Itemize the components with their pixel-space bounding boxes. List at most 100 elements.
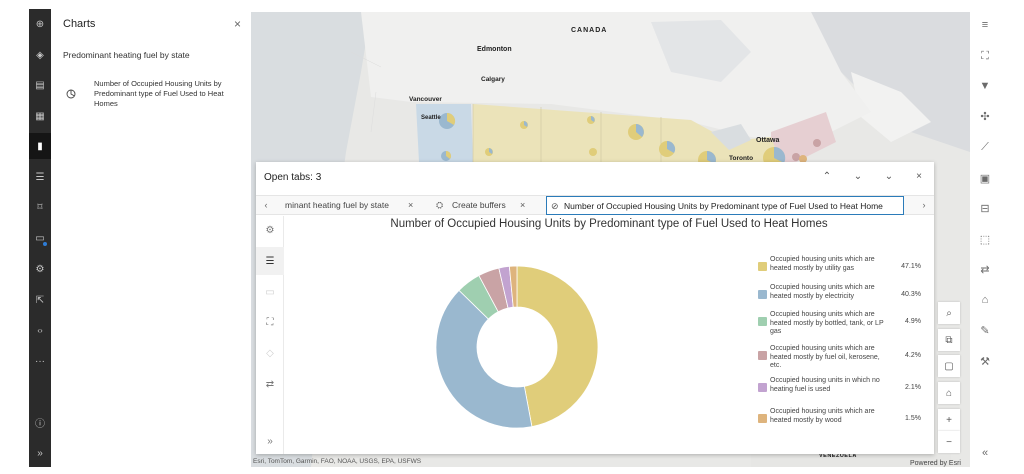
filter-sliders-icon[interactable]: ≡ (981, 19, 989, 31)
swipe-icon[interactable]: ⇄ (980, 263, 990, 276)
left-toolbar: ⊕ ◈ ▤ ▦ ▮ ☰ ⌑ ▭ ⚙ ⇱ ‹› ··· ⓘ » (29, 9, 51, 467)
tab-create-buffers[interactable]: Create buffers (452, 200, 506, 210)
zoom-out-icon[interactable]: − (938, 431, 960, 453)
legend-label: Occupied housing units which are heated … (770, 345, 880, 369)
map-area-icon[interactable]: ⛶ (981, 49, 989, 62)
tab-bar: ‹ minant heating fuel by state × ⛭ Creat… (256, 195, 934, 215)
right-toolbar: ≡ ⛶ ▼ ✣ ⟋ ▣ ⊟ ⬚ ⇄ ⌂ ✎ ⚒ « (970, 9, 1000, 467)
expand-toolbar-icon[interactable]: » (267, 435, 273, 447)
tab-heating-fuel[interactable]: minant heating fuel by state (285, 200, 389, 210)
legend-swatch (758, 414, 767, 423)
building-icon[interactable]: ⌂ (981, 294, 989, 306)
map-attribution[interactable]: Esri, TomTom, Garmin, FAO, NOAA, USGS, E… (253, 458, 422, 465)
fullscreen-icon[interactable]: ▢ (938, 355, 960, 377)
chevron-up-icon[interactable]: ⌃ (822, 171, 832, 182)
legend-label: Occupied housing units in which no heati… (770, 377, 880, 393)
settings-icon[interactable]: ⚙ (35, 263, 45, 275)
tab-close-icon[interactable]: × (408, 200, 414, 210)
route-icon[interactable]: ⟋ (981, 140, 989, 153)
panel-title: Charts (63, 18, 96, 30)
chevron-left-icon[interactable]: ‹ (264, 200, 268, 210)
legend-value: 40.3% (901, 291, 921, 298)
bookmark-icon[interactable]: ⌑ (37, 201, 43, 213)
switch-selection-icon[interactable]: ⇄ (265, 378, 275, 390)
sketch-icon[interactable]: ▣ (979, 172, 991, 185)
add-icon[interactable]: ⊕ (35, 18, 45, 30)
open-tabs-label: Open tabs: 3 (264, 172, 322, 183)
tab-label: Number of Occupied Housing Units by Pred… (564, 201, 883, 211)
chart-icon (66, 89, 76, 99)
chevron-down-icon[interactable]: ⌄ (884, 171, 894, 182)
home-icon[interactable]: ⌂ (938, 382, 960, 404)
map-label: Toronto (729, 155, 754, 162)
selection-icon: ▭ (265, 286, 275, 298)
print-icon[interactable]: ▭ (29, 225, 51, 251)
map-label: CANADA (571, 27, 608, 34)
panel-body (56, 118, 251, 467)
legend-swatch (758, 351, 767, 360)
legend-label: Occupied housing units which are heated … (770, 311, 884, 335)
legend-value: 4.9% (905, 318, 921, 325)
notification-dot (43, 242, 47, 246)
donut-slice[interactable] (516, 265, 599, 428)
tools-icon[interactable]: ⚒ (980, 355, 990, 368)
chart-list-item[interactable]: Number of Occupied Housing Units by Pred… (56, 72, 251, 118)
chart-icon: ⊘ (551, 201, 559, 211)
charts-panel: Charts × Predominant heating fuel by sta… (56, 12, 251, 118)
zoom-in-icon[interactable]: + (938, 409, 960, 431)
legend-value: 47.1% (901, 263, 921, 270)
collapse-icon[interactable]: « (981, 447, 989, 459)
map-label: Edmonton (477, 46, 512, 53)
share-icon[interactable]: ⇱ (35, 294, 45, 306)
info-icon[interactable]: ⓘ (35, 418, 45, 430)
legend-swatch (758, 290, 767, 299)
layer-list-icon[interactable]: ⧉ (938, 329, 960, 351)
double-chevron-down-icon[interactable]: ⌄ (853, 171, 863, 182)
search-icon[interactable]: ⌕ (938, 302, 960, 324)
donut-slice[interactable] (508, 265, 518, 308)
elevation-icon[interactable]: ⊟ (980, 202, 990, 215)
chevron-right-icon[interactable]: › (922, 200, 926, 210)
expand-icon[interactable]: » (37, 447, 43, 459)
powered-by-esri[interactable]: Powered by Esri (910, 460, 961, 467)
legend-swatch (758, 262, 767, 271)
basemap-icon[interactable]: ▦ (35, 110, 45, 122)
zoom-extent-icon[interactable]: ⛶ (266, 316, 274, 328)
clear-selection-icon: ◇ (266, 347, 274, 359)
close-icon[interactable]: × (916, 171, 922, 182)
chart-item-label: Number of Occupied Housing Units by Pred… (94, 79, 224, 108)
print-glyph: ▭ (35, 232, 45, 244)
more-icon[interactable]: ··· (35, 355, 45, 367)
tab-close-icon[interactable]: × (520, 200, 526, 210)
charts-icon[interactable]: ▮ (29, 133, 51, 159)
buffer-icon: ⛭ (436, 200, 444, 210)
legend-label: Occupied housing units which are heated … (770, 284, 875, 300)
table-icon[interactable]: ▤ (35, 79, 45, 91)
settings-icon[interactable]: ⚙ (265, 224, 275, 236)
legend-swatch (758, 383, 767, 392)
edit-icon[interactable]: ✎ (980, 324, 990, 337)
legend-label: Occupied housing units which are heated … (770, 408, 875, 424)
legend-icon[interactable]: ☰ (35, 171, 45, 183)
layers-icon[interactable]: ◈ (36, 49, 44, 61)
map-label: Ottawa (756, 137, 780, 144)
filter-icon[interactable]: ▼ (979, 80, 991, 92)
analysis-icon[interactable]: ✣ (980, 110, 990, 123)
donut-chart[interactable] (432, 262, 602, 432)
donut-slice[interactable] (435, 289, 533, 429)
measure-icon[interactable]: ⬚ (979, 233, 991, 246)
legend-label: Occupied housing units which are heated … (770, 256, 875, 272)
map-label: Vancouver (409, 96, 442, 103)
close-icon[interactable]: × (233, 17, 241, 31)
embed-icon[interactable]: ‹› (37, 325, 43, 335)
chart-window: Open tabs: 3 ⌃ ⌄ ⌄ × ‹ minant heating fu… (256, 162, 934, 454)
legend-swatch (758, 317, 767, 326)
tab-occupied-housing[interactable]: ⊘ Number of Occupied Housing Units by Pr… (546, 196, 904, 215)
map-label: Calgary (481, 76, 505, 83)
chart-title: Number of Occupied Housing Units by Pred… (390, 218, 828, 230)
legend-value: 1.5% (905, 415, 921, 422)
legend-value: 2.1% (905, 384, 921, 391)
chart-group-label: Predominant heating fuel by state (63, 50, 190, 60)
legend-toggle-icon[interactable]: ☰ (256, 247, 284, 275)
